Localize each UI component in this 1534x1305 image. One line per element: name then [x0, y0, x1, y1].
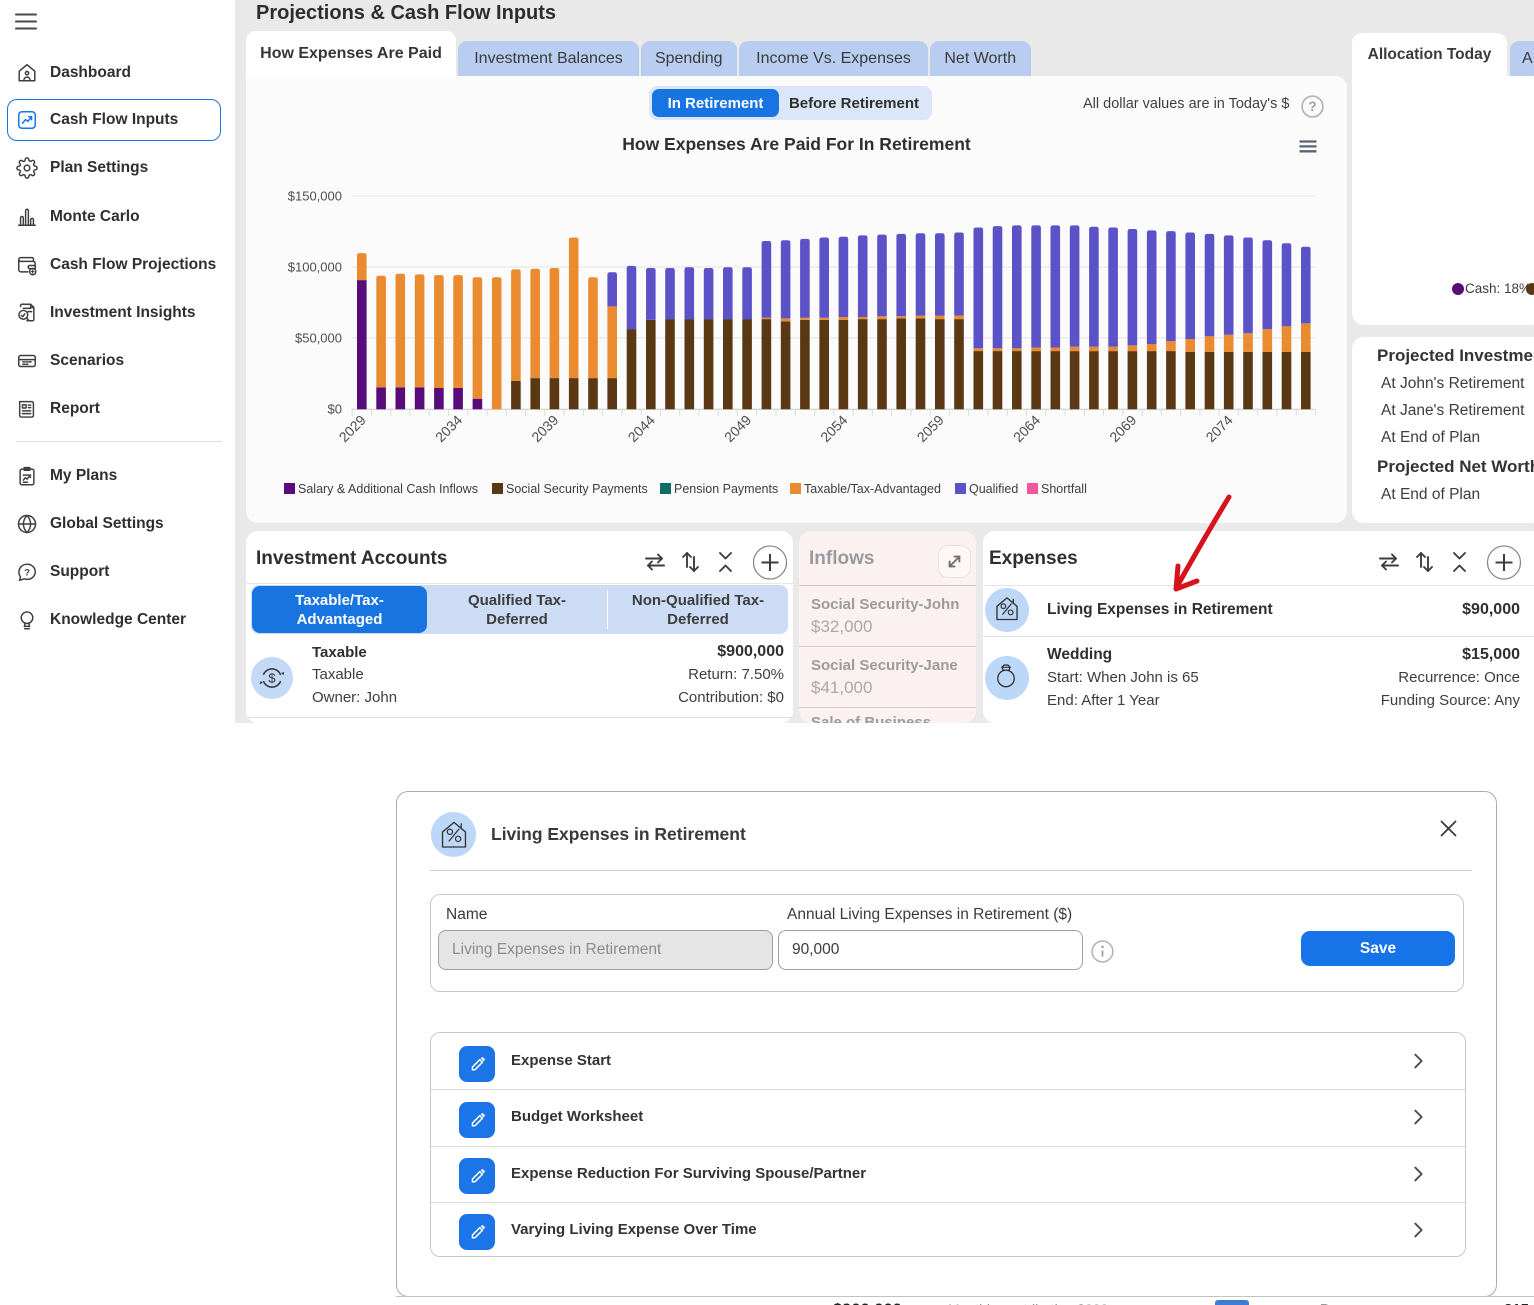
svg-text:Qualified: Qualified	[969, 482, 1018, 496]
svg-text:$100,000: $100,000	[288, 260, 342, 275]
svg-text:$50,000: $50,000	[295, 331, 342, 346]
svg-text:$150,000: $150,000	[288, 189, 342, 204]
svg-text:2044: 2044	[625, 412, 658, 445]
svg-text:Pension Payments: Pension Payments	[674, 482, 778, 496]
svg-text:Social Security Payments: Social Security Payments	[506, 482, 648, 496]
svg-text:Salary & Additional Cash Inflo: Salary & Additional Cash Inflows	[298, 482, 478, 496]
svg-text:2049: 2049	[721, 412, 754, 445]
svg-text:?: ?	[24, 567, 30, 578]
svg-text:2059: 2059	[914, 412, 947, 445]
svg-text:2034: 2034	[432, 412, 465, 445]
svg-text:Taxable/Tax-Advantaged: Taxable/Tax-Advantaged	[804, 482, 941, 496]
svg-text:2039: 2039	[528, 412, 561, 445]
svg-text:2064: 2064	[1010, 412, 1043, 445]
svg-text:2029: 2029	[336, 412, 369, 445]
svg-text:$: $	[268, 671, 275, 686]
svg-text:2069: 2069	[1106, 412, 1139, 445]
svg-text:?: ?	[1308, 99, 1316, 114]
svg-text:2074: 2074	[1202, 412, 1235, 445]
svg-text:2054: 2054	[817, 412, 850, 445]
svg-text:Shortfall: Shortfall	[1041, 482, 1087, 496]
svg-text:$0: $0	[328, 402, 342, 417]
